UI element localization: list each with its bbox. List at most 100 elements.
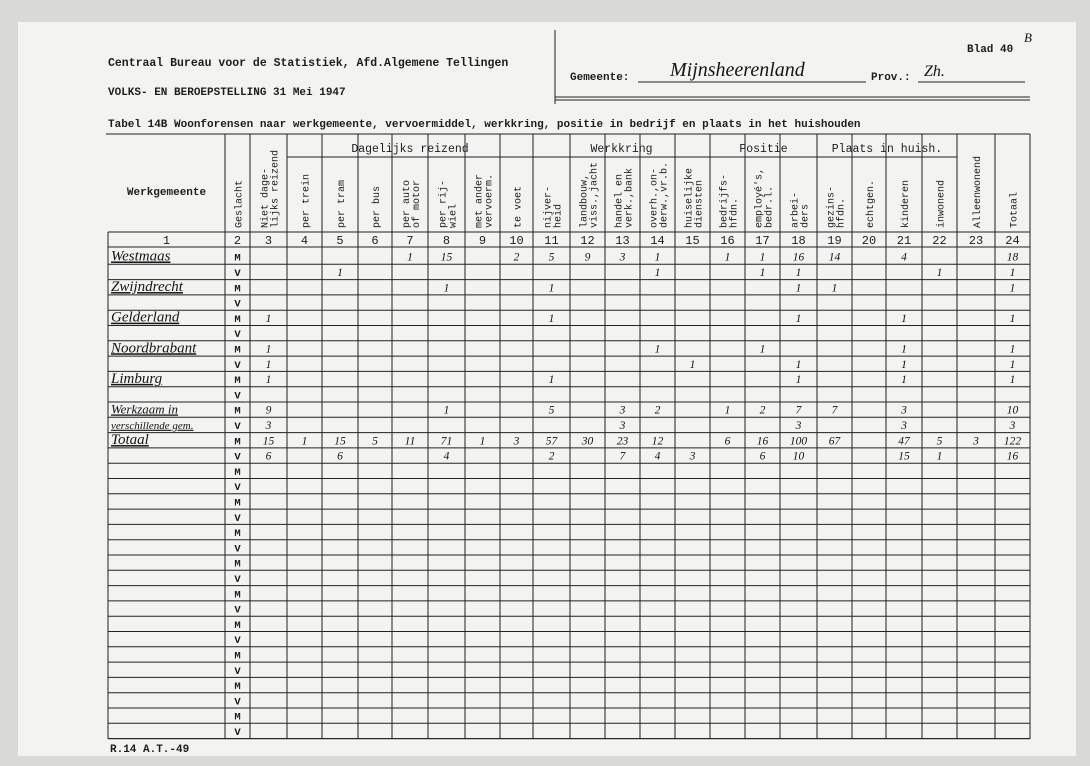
cell-value: 12 [652, 435, 664, 447]
cell-value: 2 [655, 405, 661, 417]
cell-value: 1 [725, 252, 731, 264]
column-label: per rij- [438, 180, 450, 228]
werkgemeente: Werkzaam in [111, 401, 178, 416]
cell-value: 2 [514, 252, 520, 264]
column-label: Alleenwonend [972, 156, 984, 228]
geslacht: V [234, 360, 241, 372]
cell-value: 71 [441, 435, 453, 447]
cell-value: 7 [620, 451, 627, 463]
column-number: 19 [827, 234, 841, 248]
cell-value: 1 [480, 435, 486, 447]
geslacht: V [234, 482, 241, 494]
geslacht: V [234, 605, 241, 617]
cell-value: 1 [1010, 282, 1016, 294]
werkgemeente: Noordbrabant [110, 340, 197, 356]
municipality: Mijnsheerenland [669, 59, 806, 81]
column-number: 6 [371, 234, 378, 248]
cell-value: 1 [1010, 359, 1016, 371]
cell-value: 6 [337, 451, 343, 463]
geslacht: M [234, 467, 240, 479]
column-number: 17 [755, 234, 769, 248]
cell-value: 5 [372, 435, 378, 447]
cell-value: 3 [513, 435, 520, 447]
cell-value: 3 [1009, 420, 1016, 432]
cell-value: 4 [444, 451, 450, 463]
cell-value: 3 [900, 405, 907, 417]
cell-value: 30 [581, 435, 594, 447]
column-number: 12 [580, 234, 594, 248]
column-group: Werkkring [590, 143, 652, 156]
geslacht: V [234, 513, 241, 525]
cell-value: 1 [760, 252, 766, 264]
column-number: 7 [406, 234, 413, 248]
geslacht: V [234, 696, 241, 708]
cell-value: 4 [655, 451, 661, 463]
cell-value: 1 [937, 451, 943, 463]
column-label: met ander [474, 174, 486, 228]
geslacht: M [234, 528, 240, 540]
cell-value: 1 [1010, 267, 1016, 279]
cell-value: 2 [549, 451, 555, 463]
cell-value: 1 [760, 343, 766, 355]
column-label: Geslacht [234, 180, 246, 228]
column-label: wiel [448, 204, 460, 228]
cell-value: 1 [266, 343, 272, 355]
cell-value: 1 [1010, 343, 1016, 355]
geslacht: V [234, 666, 241, 678]
geslacht: M [234, 253, 240, 265]
cell-value: 1 [901, 343, 907, 355]
column-label: te voet [514, 186, 525, 228]
column-number: 4 [301, 234, 308, 248]
form-code: R.14 A.T.-49 [110, 744, 189, 756]
cell-value: 1 [725, 405, 731, 417]
geslacht: V [234, 390, 241, 402]
werkgemeente: Limburg [110, 371, 163, 387]
cell-value: 16 [757, 435, 769, 447]
cell-value: 3 [900, 420, 907, 432]
column-label: bedrijfs- [719, 174, 731, 228]
municipality-label: Gemeente: [570, 72, 629, 84]
geslacht: V [234, 635, 241, 647]
column-number: 9 [479, 234, 486, 248]
census: VOLKS- EN BEROEPSTELLING 31 Mei 1947 [108, 87, 346, 99]
cell-value: 1 [337, 267, 343, 279]
cell-value: 5 [549, 405, 555, 417]
cell-value: 67 [829, 435, 842, 447]
cell-value: 1 [690, 359, 696, 371]
werkgemeente: Gelderland [111, 310, 180, 326]
column-label: Niet dage- [260, 168, 272, 228]
column-label: echtgen. [865, 180, 877, 228]
cell-value: 10 [1007, 405, 1019, 417]
column-label: Totaal [1009, 192, 1021, 228]
column-number: 3 [265, 234, 272, 248]
werkgemeente: Westmaas [111, 248, 171, 264]
column-label: hfdn. [729, 198, 741, 228]
cell-value: 15 [898, 451, 910, 463]
paper [18, 22, 1076, 756]
geslacht: V [234, 421, 241, 433]
column-number: 23 [969, 234, 983, 248]
geslacht: M [234, 681, 240, 693]
column-number: 22 [932, 234, 946, 248]
cell-value: 1 [832, 282, 838, 294]
column-label: huiselijke [684, 168, 696, 228]
org: Centraal Bureau voor de Statistiek, Afd.… [108, 57, 508, 70]
column-label: ders [800, 204, 812, 228]
cell-value: 1 [796, 313, 802, 325]
column-group: Dagelijks reizend [351, 143, 468, 156]
column-number: 5 [336, 234, 343, 248]
cell-value: 3 [972, 435, 979, 447]
column-label: vervoerm. [485, 174, 496, 228]
cell-value: 1 [655, 343, 661, 355]
column-label: per bus [371, 186, 383, 228]
cell-value: 14 [829, 252, 841, 264]
cell-value: 1 [901, 359, 907, 371]
column-number: 14 [650, 234, 664, 248]
column-label: kinderen [900, 180, 912, 228]
column-label: arbei- [790, 192, 802, 228]
geslacht: M [234, 436, 240, 448]
geslacht: M [234, 620, 240, 632]
column-number: 16 [720, 234, 734, 248]
column-number: 1 [163, 234, 170, 248]
